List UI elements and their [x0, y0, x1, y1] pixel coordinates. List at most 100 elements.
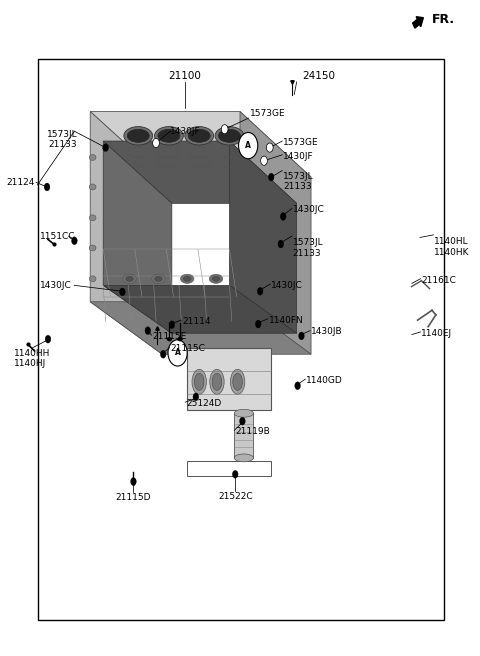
Circle shape [153, 139, 159, 147]
Ellipse shape [152, 274, 165, 283]
Circle shape [240, 417, 245, 425]
Text: 21115E: 21115E [153, 332, 187, 341]
Circle shape [193, 393, 199, 401]
Ellipse shape [155, 276, 162, 281]
Ellipse shape [127, 129, 149, 142]
Circle shape [72, 237, 77, 245]
Ellipse shape [123, 274, 136, 283]
Text: 25124D: 25124D [186, 399, 221, 408]
Circle shape [232, 470, 238, 478]
Text: 1430JF: 1430JF [170, 127, 201, 136]
Ellipse shape [209, 274, 223, 283]
Polygon shape [229, 141, 297, 333]
Circle shape [267, 144, 273, 152]
FancyArrow shape [413, 16, 423, 28]
Text: 1573JL
21133: 1573JL 21133 [283, 172, 314, 192]
Text: 1140EJ: 1140EJ [421, 329, 453, 338]
Ellipse shape [89, 154, 96, 160]
Text: 21124: 21124 [7, 178, 35, 187]
Circle shape [44, 183, 50, 191]
Ellipse shape [234, 454, 253, 462]
Circle shape [153, 138, 159, 148]
Circle shape [239, 133, 258, 159]
Polygon shape [90, 112, 311, 177]
Polygon shape [90, 112, 162, 354]
Text: 1430JC: 1430JC [40, 281, 72, 290]
Circle shape [299, 332, 304, 340]
Text: 21522C: 21522C [218, 492, 252, 501]
Polygon shape [240, 112, 311, 354]
Ellipse shape [230, 369, 245, 394]
Circle shape [103, 144, 108, 152]
Circle shape [261, 156, 267, 165]
Ellipse shape [194, 373, 204, 390]
Ellipse shape [234, 409, 253, 417]
Ellipse shape [89, 184, 96, 190]
Text: 21114: 21114 [182, 317, 211, 326]
Circle shape [280, 213, 286, 220]
Text: 21115C: 21115C [170, 344, 205, 354]
Text: 1430JB: 1430JB [311, 327, 343, 337]
Circle shape [168, 340, 187, 366]
Ellipse shape [158, 129, 180, 142]
Ellipse shape [188, 129, 210, 142]
Circle shape [257, 287, 263, 295]
Ellipse shape [185, 127, 214, 145]
Ellipse shape [183, 276, 191, 281]
Text: 1140FN: 1140FN [269, 316, 303, 325]
Circle shape [222, 125, 228, 133]
Circle shape [295, 382, 300, 390]
Circle shape [221, 125, 228, 134]
Ellipse shape [124, 127, 153, 145]
Ellipse shape [212, 276, 220, 281]
Circle shape [261, 157, 267, 165]
Circle shape [266, 143, 273, 152]
Ellipse shape [210, 369, 224, 394]
Polygon shape [103, 285, 297, 333]
Text: 1430JC: 1430JC [271, 281, 303, 290]
Circle shape [131, 478, 136, 485]
Ellipse shape [233, 373, 242, 390]
Circle shape [169, 321, 175, 329]
Ellipse shape [89, 215, 96, 220]
Text: 1573GE: 1573GE [250, 109, 285, 118]
Text: A: A [245, 141, 251, 150]
Text: 1140HH
1140HJ: 1140HH 1140HJ [14, 349, 51, 369]
Text: 21115D: 21115D [116, 493, 151, 502]
Text: 1573GE: 1573GE [283, 138, 319, 147]
Bar [187, 348, 271, 410]
Bar [234, 413, 253, 458]
Ellipse shape [218, 129, 240, 142]
Ellipse shape [89, 245, 96, 251]
Text: 21100: 21100 [168, 71, 201, 81]
Ellipse shape [167, 337, 172, 341]
Circle shape [120, 288, 125, 296]
Text: 1151CC: 1151CC [40, 232, 75, 241]
Text: 21119B: 21119B [235, 427, 270, 436]
Text: 1573JL
21133: 1573JL 21133 [293, 238, 324, 258]
Text: 1430JC: 1430JC [293, 205, 324, 215]
Bar [38, 59, 444, 620]
Text: 1140GD: 1140GD [306, 376, 343, 385]
Ellipse shape [155, 127, 183, 145]
Polygon shape [103, 141, 297, 203]
Circle shape [268, 173, 274, 181]
Text: 1430JF: 1430JF [283, 152, 314, 161]
Polygon shape [90, 302, 311, 354]
Ellipse shape [212, 373, 222, 390]
Text: 1573JL
21133: 1573JL 21133 [47, 130, 78, 150]
Ellipse shape [126, 276, 133, 281]
Circle shape [255, 320, 261, 328]
Ellipse shape [215, 127, 244, 145]
Text: 24150: 24150 [302, 71, 336, 81]
Text: A: A [175, 348, 180, 358]
Circle shape [145, 327, 151, 335]
Circle shape [45, 335, 51, 343]
Text: FR.: FR. [432, 13, 455, 26]
Ellipse shape [178, 337, 182, 341]
Circle shape [160, 350, 166, 358]
Circle shape [278, 240, 284, 248]
Text: 21161C: 21161C [421, 276, 456, 285]
Ellipse shape [192, 369, 206, 394]
Ellipse shape [89, 276, 96, 282]
